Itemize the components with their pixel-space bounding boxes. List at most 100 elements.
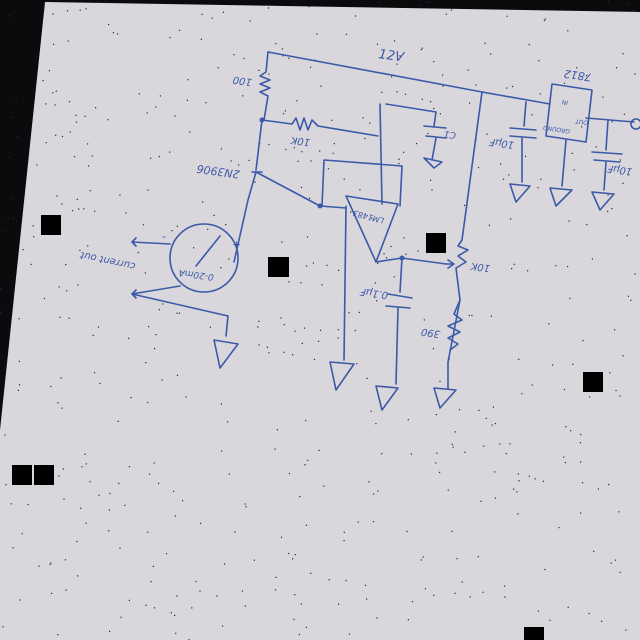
speck — [345, 579, 347, 582]
speck — [224, 563, 226, 565]
speck — [442, 85, 444, 87]
speck — [268, 73, 270, 75]
speck — [364, 137, 366, 140]
speck — [158, 482, 160, 485]
speck — [12, 547, 14, 549]
speck — [623, 113, 625, 115]
speck — [170, 612, 172, 614]
transistor-body — [233, 119, 321, 263]
speck — [403, 151, 405, 153]
speck — [601, 620, 603, 622]
speck — [445, 13, 447, 15]
speck — [312, 262, 314, 264]
speck — [125, 212, 127, 214]
speck — [248, 159, 250, 161]
speck — [300, 186, 303, 189]
speck — [253, 559, 255, 561]
speck — [75, 121, 78, 123]
speck — [595, 146, 597, 148]
speck — [509, 443, 511, 445]
speck — [544, 568, 546, 571]
resistor-10k-label: 10K — [289, 134, 311, 148]
speck — [310, 66, 312, 68]
speck — [567, 266, 569, 268]
speck — [244, 605, 246, 607]
speck — [120, 616, 122, 618]
speck — [81, 466, 83, 468]
speck — [97, 326, 100, 328]
speck — [145, 604, 147, 606]
speck — [305, 524, 307, 526]
speck — [454, 592, 456, 594]
speck — [580, 512, 582, 514]
speck — [581, 126, 583, 128]
speck — [416, 143, 418, 145]
speck — [442, 74, 444, 76]
speck — [304, 464, 306, 466]
speck — [27, 503, 29, 506]
speck — [469, 596, 471, 598]
speck — [618, 5, 620, 7]
speck — [593, 550, 595, 552]
speck — [338, 269, 340, 271]
speck — [567, 606, 569, 608]
speck — [364, 584, 367, 586]
speck — [155, 106, 157, 108]
speck — [467, 69, 469, 71]
speck — [309, 197, 311, 199]
speck — [169, 37, 171, 39]
speck — [608, 1, 610, 3]
speck — [331, 119, 333, 121]
regulator-out-label: OUT — [574, 117, 589, 126]
speck — [109, 492, 111, 495]
speck — [205, 102, 207, 104]
speck — [421, 47, 423, 49]
speck — [216, 595, 218, 597]
speck — [66, 10, 69, 12]
speck — [338, 603, 340, 605]
speck — [148, 326, 150, 328]
speck — [461, 581, 463, 583]
speck — [53, 43, 55, 45]
speck — [227, 421, 229, 423]
speck — [0, 288, 2, 290]
speck — [396, 91, 398, 93]
speck — [451, 530, 453, 532]
speck — [108, 530, 110, 532]
speck — [582, 340, 584, 342]
speck — [56, 195, 58, 197]
speck — [503, 585, 506, 587]
speck — [159, 95, 161, 97]
speck — [435, 414, 437, 416]
speck — [348, 312, 350, 314]
speck — [178, 312, 181, 314]
speck — [567, 30, 569, 32]
speck — [510, 218, 512, 220]
speck — [73, 156, 76, 158]
speck — [354, 329, 356, 332]
speck — [558, 527, 560, 529]
speck — [611, 208, 613, 210]
speck — [586, 224, 588, 226]
speck — [494, 423, 496, 425]
speck — [516, 491, 518, 493]
meter-scale-label: 0-20mA — [178, 267, 214, 282]
speck — [17, 389, 19, 391]
speck — [622, 182, 624, 184]
speck — [91, 155, 93, 157]
meter-minus-label: - — [162, 230, 166, 243]
speck — [452, 446, 454, 448]
speck — [30, 263, 32, 265]
speck — [75, 114, 77, 116]
speck — [393, 276, 395, 278]
speck — [543, 19, 545, 22]
speck — [540, 178, 542, 180]
speck — [76, 540, 78, 543]
speck — [294, 554, 296, 556]
speck — [632, 10, 634, 12]
resistor-390 — [447, 299, 463, 351]
speck — [152, 565, 154, 567]
speck — [109, 630, 111, 632]
speck — [138, 93, 140, 95]
